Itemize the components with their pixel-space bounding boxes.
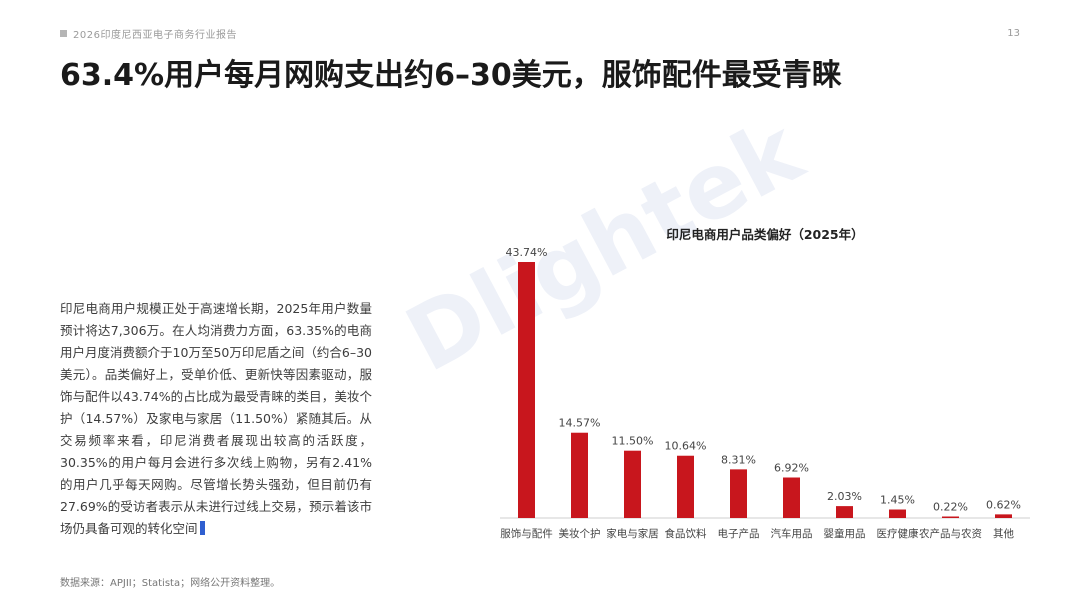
bar-0 <box>518 262 535 518</box>
bar-value-label-1: 14.57% <box>559 417 601 430</box>
x-tick-label-6: 婴童用品 <box>824 527 866 540</box>
body-paragraph: 印尼电商用户规模正处于高速增长期，2025年用户数量预计将达7,306万。在人均… <box>60 298 372 540</box>
page-title: 63.4%用户每月网购支出约6–30美元，服饰配件最受青睐 <box>60 58 842 93</box>
report-label: 2026印度尼西亚电子商务行业报告 <box>73 30 237 41</box>
x-tick-label-2: 家电与家居 <box>606 527 659 540</box>
text-cursor-icon <box>199 521 205 535</box>
bar-7 <box>889 509 906 518</box>
chart-title: 印尼电商用户品类偏好（2025年） <box>666 227 864 242</box>
bar-value-label-2: 11.50% <box>612 435 654 448</box>
bar-value-label-3: 10.64% <box>665 440 707 453</box>
bar-4 <box>730 469 747 518</box>
bar-value-label-9: 0.62% <box>986 498 1021 511</box>
header-square-icon <box>60 30 67 37</box>
bar-8 <box>942 516 959 518</box>
bar-3 <box>677 455 694 518</box>
x-tick-label-1: 美妆个护 <box>559 527 601 540</box>
report-header: 2026印度尼西亚电子商务行业报告 <box>60 26 237 41</box>
x-tick-label-3: 食品饮料 <box>665 527 707 540</box>
x-tick-label-8: 农产品与农资 <box>919 527 982 540</box>
bar-value-label-7: 1.45% <box>880 494 915 507</box>
bar-value-label-0: 43.74% <box>506 246 548 259</box>
bar-value-label-6: 2.03% <box>827 490 862 503</box>
bar-1 <box>571 432 588 518</box>
page-number: 13 <box>1007 28 1020 39</box>
x-tick-label-5: 汽车用品 <box>771 527 813 540</box>
x-tick-label-7: 医疗健康 <box>877 527 919 540</box>
x-tick-label-4: 电子产品 <box>718 527 760 540</box>
bar-value-label-8: 0.22% <box>933 501 968 514</box>
bar-9 <box>995 514 1012 518</box>
body-paragraph-text: 印尼电商用户规模正处于高速增长期，2025年用户数量预计将达7,306万。在人均… <box>60 301 372 536</box>
data-source: 数据来源：APJII；Statista；网络公开资料整理。 <box>60 578 281 589</box>
bar-value-label-5: 6.92% <box>774 461 809 474</box>
x-tick-label-0: 服饰与配件 <box>500 527 553 540</box>
bar-6 <box>836 506 853 518</box>
bar-5 <box>783 477 800 518</box>
bar-2 <box>624 450 641 518</box>
bar-value-label-4: 8.31% <box>721 453 756 466</box>
x-tick-label-9: 其他 <box>993 527 1014 540</box>
